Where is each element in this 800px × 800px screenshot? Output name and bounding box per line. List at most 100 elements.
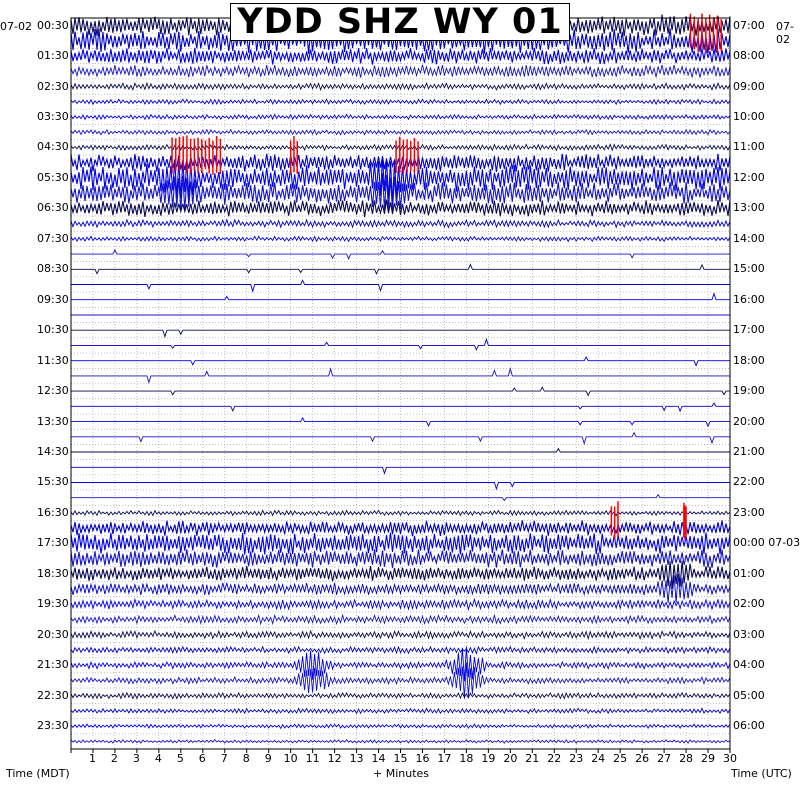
right-time-label: 07:00 [733, 18, 765, 32]
right-time-label: 08:00 [733, 49, 765, 63]
x-axis-ticks [70, 749, 731, 753]
trace-line [71, 356, 730, 367]
trace-line [70, 723, 731, 730]
right-time-label: 11:00 [733, 140, 765, 154]
x-tick-label: 24 [591, 752, 606, 765]
trace-line [70, 64, 731, 78]
left-time-label: 07:30 [37, 231, 69, 245]
left-time-label: 16:30 [37, 505, 69, 519]
trace-line [71, 248, 730, 260]
left-time-label: 11:30 [37, 353, 69, 367]
x-tick-label: 28 [679, 752, 694, 765]
trace-line [71, 337, 730, 351]
x-tick-label: 21 [525, 752, 540, 765]
trace-line [70, 646, 731, 682]
left-time-label: 06:30 [37, 201, 69, 215]
right-time-label: 12:00 [733, 170, 765, 184]
left-time-label: 10:30 [37, 323, 69, 337]
x-tick-label: 11 [305, 752, 320, 765]
right-time-label: 14:00 [733, 231, 765, 245]
trace-line [71, 482, 730, 491]
x-tick-label: 12 [327, 752, 342, 765]
trace-line [70, 520, 731, 537]
trace-line [71, 292, 730, 301]
trace-line [70, 549, 731, 569]
right-time-label: 10:00 [733, 109, 765, 123]
left-time-label: 02:30 [37, 79, 69, 93]
right-time-label: 03:00 [733, 627, 765, 641]
x-tick-label: 9 [264, 752, 272, 765]
right-time-label: 18:00 [733, 353, 765, 367]
right-time-label: 21:00 [733, 445, 765, 459]
trace-line [70, 113, 731, 121]
trace-line [71, 447, 730, 453]
right-time-label: 09:00 [733, 79, 765, 93]
left-time-label: 19:30 [37, 597, 69, 611]
trace-line [71, 279, 730, 293]
right-date-label: 07-02 [776, 20, 794, 46]
right-time-label: 22:00 [733, 475, 765, 489]
right-time-label: 20:00 [733, 414, 765, 428]
right-time-label: 16:00 [733, 292, 765, 306]
x-tick-label: 6 [198, 752, 206, 765]
trace-line [70, 98, 731, 106]
right-time-label: 05:00 [733, 688, 765, 702]
trace-line [71, 416, 730, 428]
left-time-label: 14:30 [37, 445, 69, 459]
left-time-label: 21:30 [37, 658, 69, 672]
left-axis-label: Time (MDT) [6, 767, 70, 780]
trace-line [70, 28, 731, 54]
right-time-label: 04:00 [733, 658, 765, 672]
trace-line [71, 402, 730, 413]
trace-line [70, 613, 731, 626]
trace-line [70, 573, 731, 603]
grid [71, 18, 730, 749]
trace-line [70, 218, 731, 229]
left-time-label: 03:30 [37, 109, 69, 123]
left-time-label: 09:30 [37, 292, 69, 306]
x-tick-label: 5 [176, 752, 184, 765]
right-time-label: 00:00 07-03 [733, 536, 800, 550]
trace-line [70, 157, 731, 204]
x-tick-label: 2 [110, 752, 118, 765]
trace-line [71, 386, 730, 397]
trace-line [70, 662, 731, 699]
trace-line [71, 493, 730, 502]
trace-line [70, 128, 731, 136]
trace-line [70, 691, 731, 700]
x-tick-label: 15 [393, 752, 408, 765]
x-tick-label: 30 [723, 752, 737, 765]
x-tick-label: 13 [349, 752, 364, 765]
x-tick-label: 18 [459, 752, 474, 765]
trace-line [71, 329, 730, 339]
x-tick-label: 17 [437, 752, 452, 765]
right-time-label: 17:00 [733, 323, 765, 337]
right-time-label: 13:00 [733, 201, 765, 215]
left-time-label: 12:30 [37, 384, 69, 398]
right-time-label: 15:00 [733, 262, 765, 276]
x-tick-label: 8 [242, 752, 250, 765]
trace-line [70, 532, 731, 555]
left-time-label: 01:30 [37, 49, 69, 63]
left-time-label: 18:30 [37, 566, 69, 580]
x-tick-label: 1 [88, 752, 96, 765]
left-time-label: 00:30 [37, 18, 69, 32]
left-time-label: 08:30 [37, 262, 69, 276]
trace-line [70, 81, 731, 92]
left-time-label: 04:30 [37, 140, 69, 154]
trace-line [71, 263, 730, 276]
trace-line [70, 509, 731, 517]
right-time-label: 02:00 [733, 597, 765, 611]
trace-line [70, 199, 731, 218]
left-time-label: 22:30 [37, 688, 69, 702]
trace-line [70, 47, 731, 65]
trace-line [71, 431, 730, 446]
trace-line [70, 739, 731, 744]
x-tick-label: 14 [371, 752, 386, 765]
x-tick-label: 27 [657, 752, 672, 765]
chart-title: YDD SHZ WY 01 [230, 3, 570, 41]
left-time-label: 15:30 [37, 475, 69, 489]
right-time-label: 01:00 [733, 566, 765, 580]
trace-line [70, 597, 731, 612]
